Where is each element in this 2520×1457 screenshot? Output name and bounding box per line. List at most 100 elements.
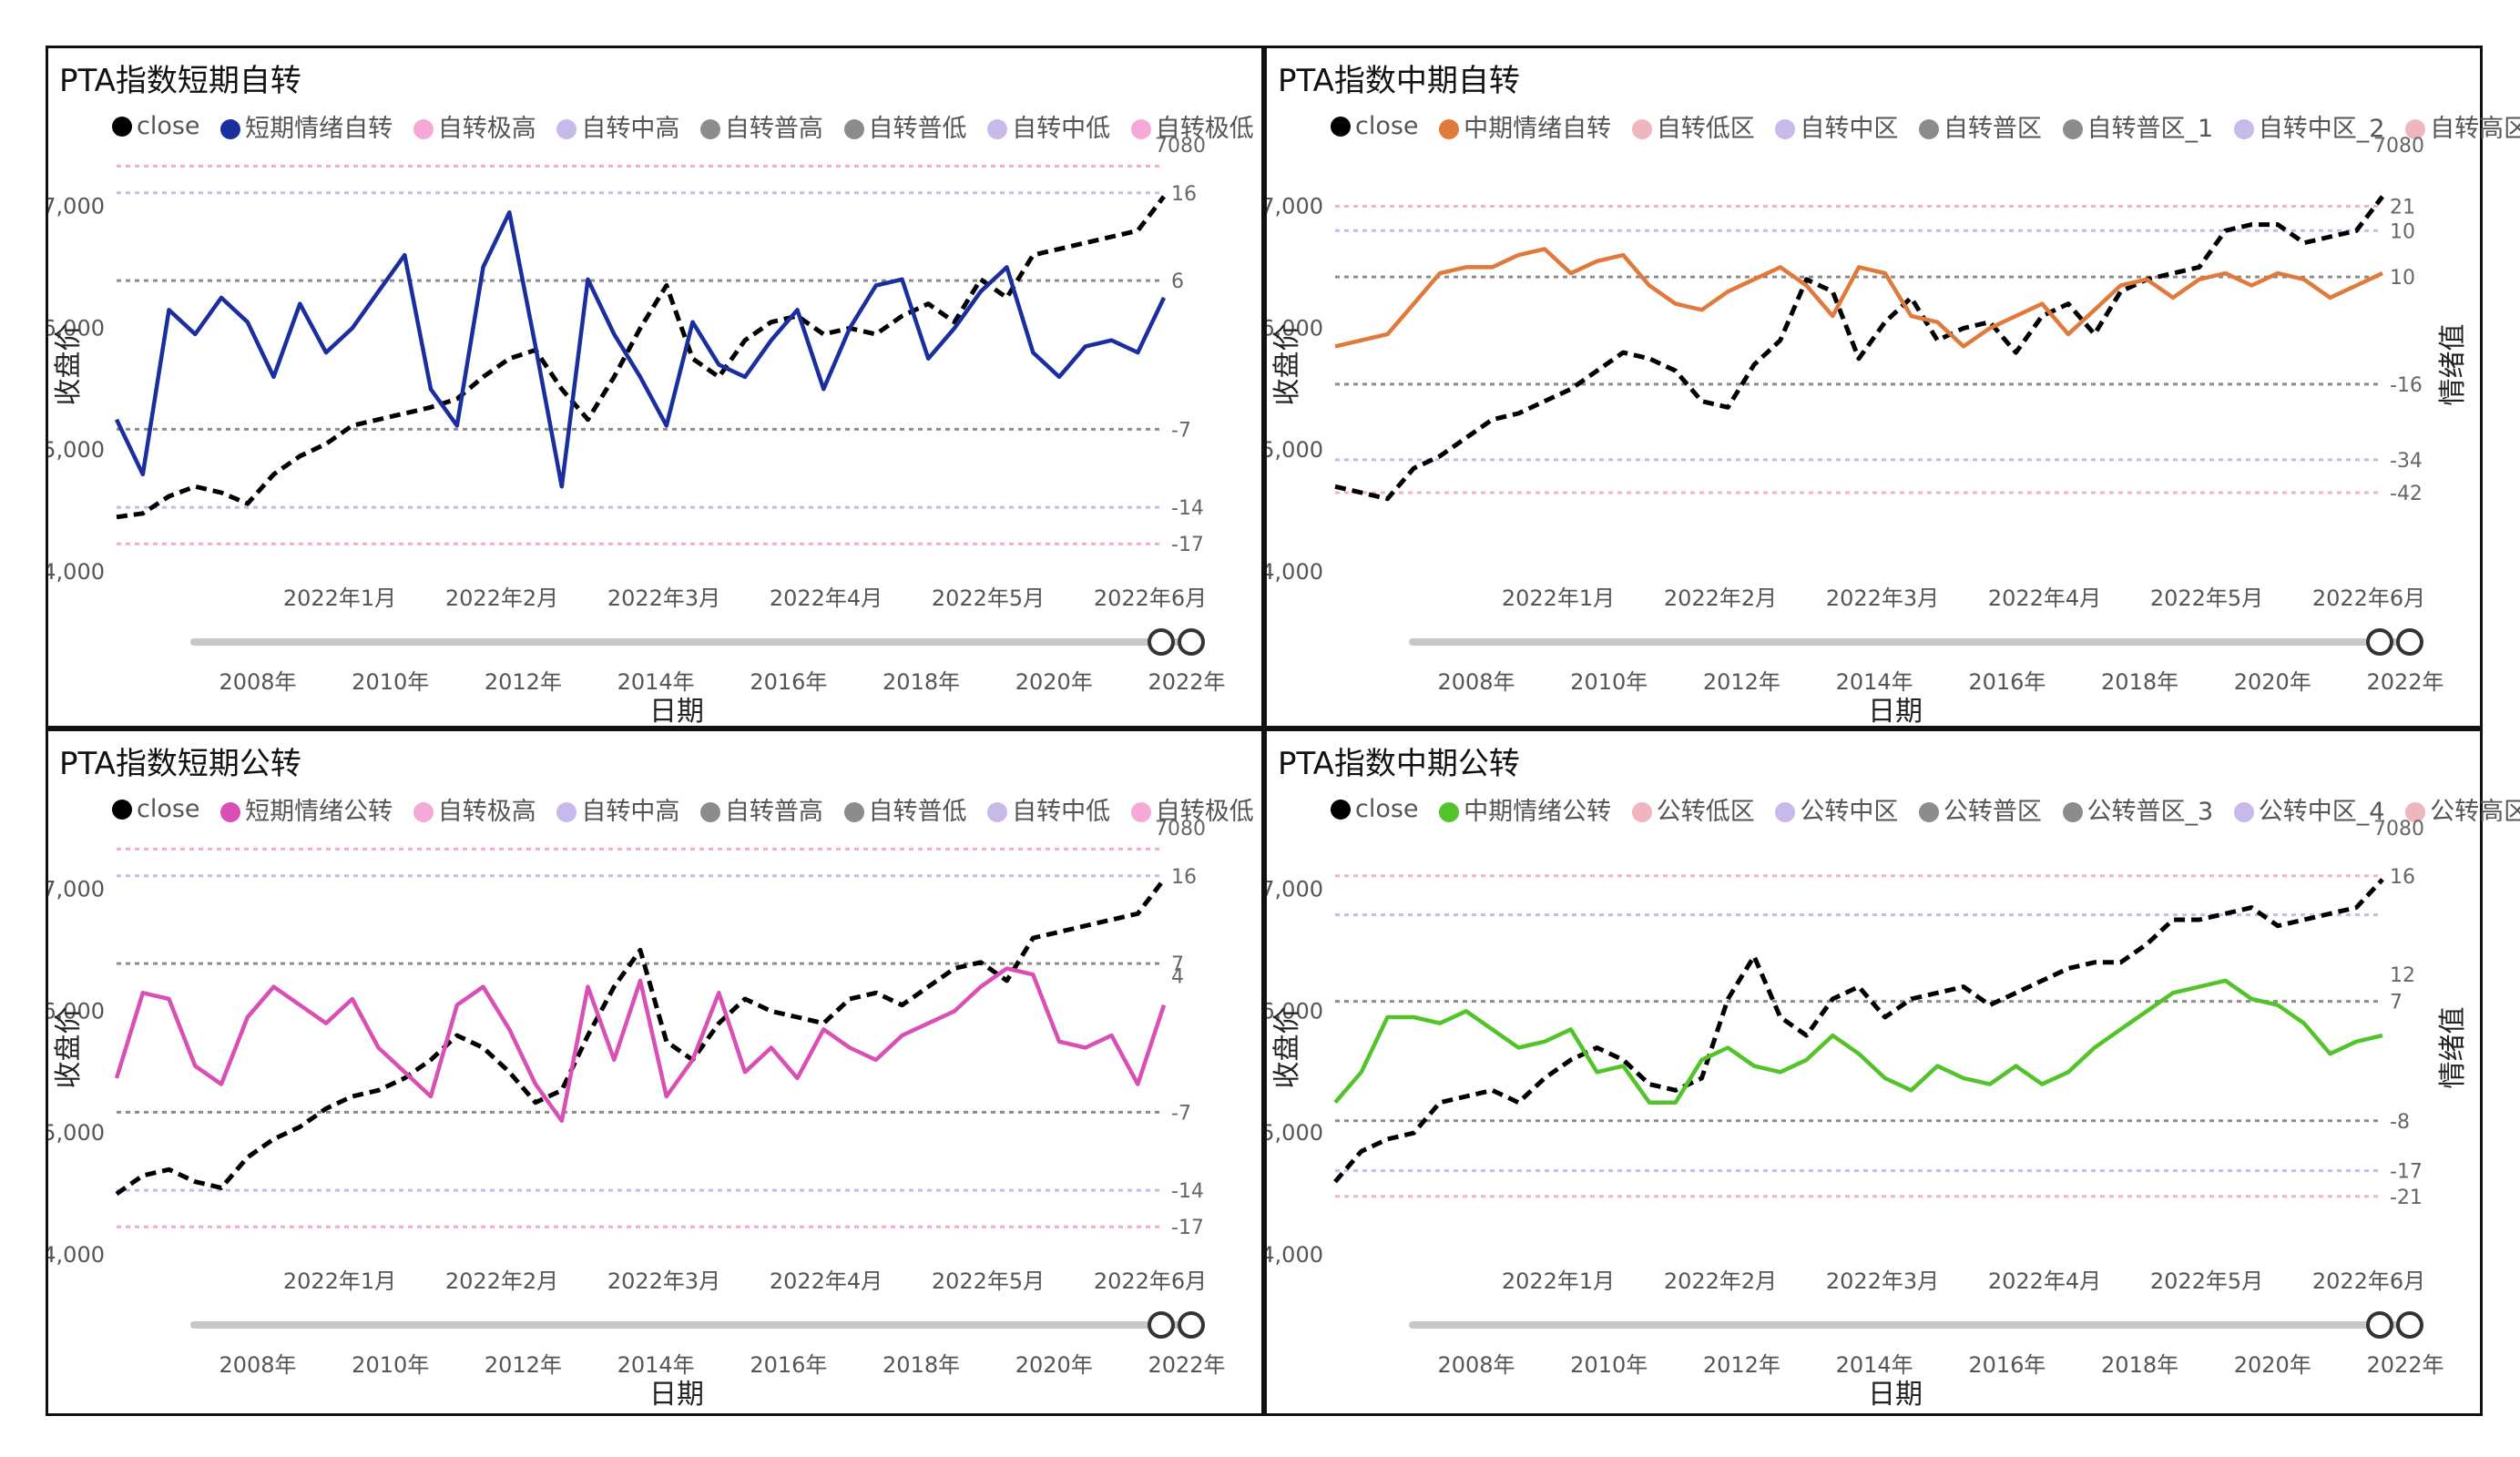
year-tick-label: 2008年 [1437,1352,1515,1378]
y-axis-title: 收盘价 [1271,324,1303,406]
legend-label: 短期情绪公转 [245,798,393,826]
legend-item[interactable]: 自转中低 [987,791,1110,827]
close-last-value-label: 7080 [2373,135,2424,158]
y-tick-label: 6,000 [1267,315,1323,341]
reference-line-label: 16 [1171,183,1197,206]
x-tick-label: 2022年1月 [283,1269,396,1294]
legend-item[interactable]: 自转极高 [413,791,536,827]
legend-label: 自转中区_2 [2258,115,2385,143]
year-tick-label: 2022年 [1148,669,1225,695]
year-tick-label: 2018年 [2101,669,2178,695]
chart-panel-short-revolution: PTA指数短期公转 close 短期情绪公转 自转极高 自转中高 自转普高 自转… [46,728,1264,1416]
legend-item[interactable]: 公转低区 [1631,791,1755,827]
legend-label: 短期情绪自转 [245,115,393,143]
y2-axis-title: 情绪值 [2437,1007,2469,1089]
year-tick-label: 2018年 [883,669,960,695]
legend-item[interactable]: 自转中低 [987,108,1110,144]
legend-item[interactable]: 自转极高 [413,108,536,144]
y-axis-title: 收盘价 [1271,1007,1303,1089]
legend-label: 自转普区_1 [2086,115,2214,143]
range-slider-handle[interactable] [1148,1311,1175,1339]
legend-item[interactable]: 自转普高 [699,791,823,827]
legend-item[interactable]: 自转高区 [2405,108,2520,144]
close-last-value-label: 7080 [1155,818,1206,841]
range-slider-handle[interactable] [1178,1311,1205,1339]
legend-item[interactable]: 自转中区 [1775,108,1898,144]
legend-item[interactable]: 中期情绪公转 [1439,791,1611,827]
legend-item[interactable]: 自转低区 [1631,108,1755,144]
legend-dot [1439,802,1460,822]
y-tick-label: 7,000 [1267,877,1323,902]
legend-label: 自转低区 [1656,115,1755,143]
reference-line-label: -21 [2390,1187,2423,1209]
legend-item[interactable]: 短期情绪自转 [220,108,393,144]
legend-label: 自转极高 [437,115,536,143]
y-tick-label: 5,000 [1267,437,1323,463]
year-tick-label: 2020年 [1015,669,1093,695]
reference-line-label: -17 [2390,1161,2423,1184]
legend-item[interactable]: 公转中区_4 [2233,791,2384,827]
legend-item[interactable]: 自转极低 [1130,108,1254,144]
x-tick-label: 2022年4月 [1988,586,2101,611]
year-tick-label: 2012年 [1703,669,1780,695]
legend-item[interactable]: 自转中高 [556,108,679,144]
legend-item[interactable]: 自转普区_1 [2062,108,2214,144]
x-tick-label: 2022年3月 [607,1269,720,1294]
y-tick-label: 7,000 [1267,194,1323,219]
range-slider-handle[interactable] [1178,628,1205,656]
reference-line-label: -14 [1171,1180,1204,1203]
x-tick-label: 2022年4月 [770,1269,883,1294]
year-tick-label: 2018年 [2101,1352,2178,1378]
legend-label: 自转普高 [724,115,823,143]
legend-item[interactable]: 公转中区 [1775,791,1898,827]
legend-item[interactable]: 自转普区 [1918,108,2042,144]
legend-dot [1439,119,1460,139]
legend-dot [2062,802,2083,822]
close-last-value-label: 7080 [1155,135,1206,158]
year-tick-label: 2018年 [883,1352,960,1378]
reference-line-label: 16 [2390,866,2415,889]
legend-dot [413,119,434,139]
chart-plot: 4,000 5,000 6,000 7,000 16 7 -8 -17 -21 12 7080 202… [1267,818,2469,1411]
legend-item[interactable]: 公转普区_3 [2062,791,2213,827]
legend-item[interactable]: close [1331,795,1419,823]
legend-item[interactable]: 公转普区 [1918,791,2042,827]
x-tick-label: 2022年3月 [607,586,720,611]
year-tick-label: 2010年 [352,1352,429,1378]
range-slider-handle[interactable] [2366,1311,2393,1339]
legend-item[interactable]: close [112,795,200,823]
range-slider-handle[interactable] [1148,628,1175,656]
year-tick-label: 2012年 [485,1352,562,1378]
range-slider-handle[interactable] [2366,628,2393,656]
legend-item[interactable]: close [1331,112,1419,140]
range-slider-handle[interactable] [2396,1311,2423,1339]
reference-line-label: -16 [2390,374,2423,397]
legend-item[interactable]: 中期情绪自转 [1439,108,1611,144]
range-slider-handle[interactable] [2396,628,2423,656]
year-tick-label: 2016年 [750,1352,827,1378]
reference-line-label: 16 [1171,866,1197,889]
x-tick-label: 2022年2月 [1664,1269,1777,1294]
reference-line-label: -7 [1171,419,1191,442]
close-series-line [115,878,1166,1197]
legend-dot [556,802,577,822]
legend-dot [2233,802,2254,822]
legend-item[interactable]: 自转极低 [1130,791,1254,827]
legend-item[interactable]: 自转中区_2 [2233,108,2385,144]
reference-line-label: 6 [1171,270,1184,293]
legend-item[interactable]: close [112,112,200,140]
x-tick-label: 2022年2月 [1664,586,1777,611]
legend-item[interactable]: 自转中高 [556,791,679,827]
legend-dot [2405,802,2426,822]
year-tick-label: 2008年 [219,669,296,695]
close-series-line [1334,195,2384,502]
legend-item[interactable]: 自转普低 [843,108,967,144]
x-axis-title: 日期 [1868,1379,1923,1411]
legend-item[interactable]: 公转高区 [2405,791,2520,827]
legend-item[interactable]: 自转普低 [843,791,967,827]
year-tick-label: 2010年 [352,669,429,695]
legend-item[interactable]: 自转普高 [699,108,823,144]
legend-label: 自转极低 [1155,798,1254,826]
legend-item[interactable]: 短期情绪公转 [220,791,393,827]
